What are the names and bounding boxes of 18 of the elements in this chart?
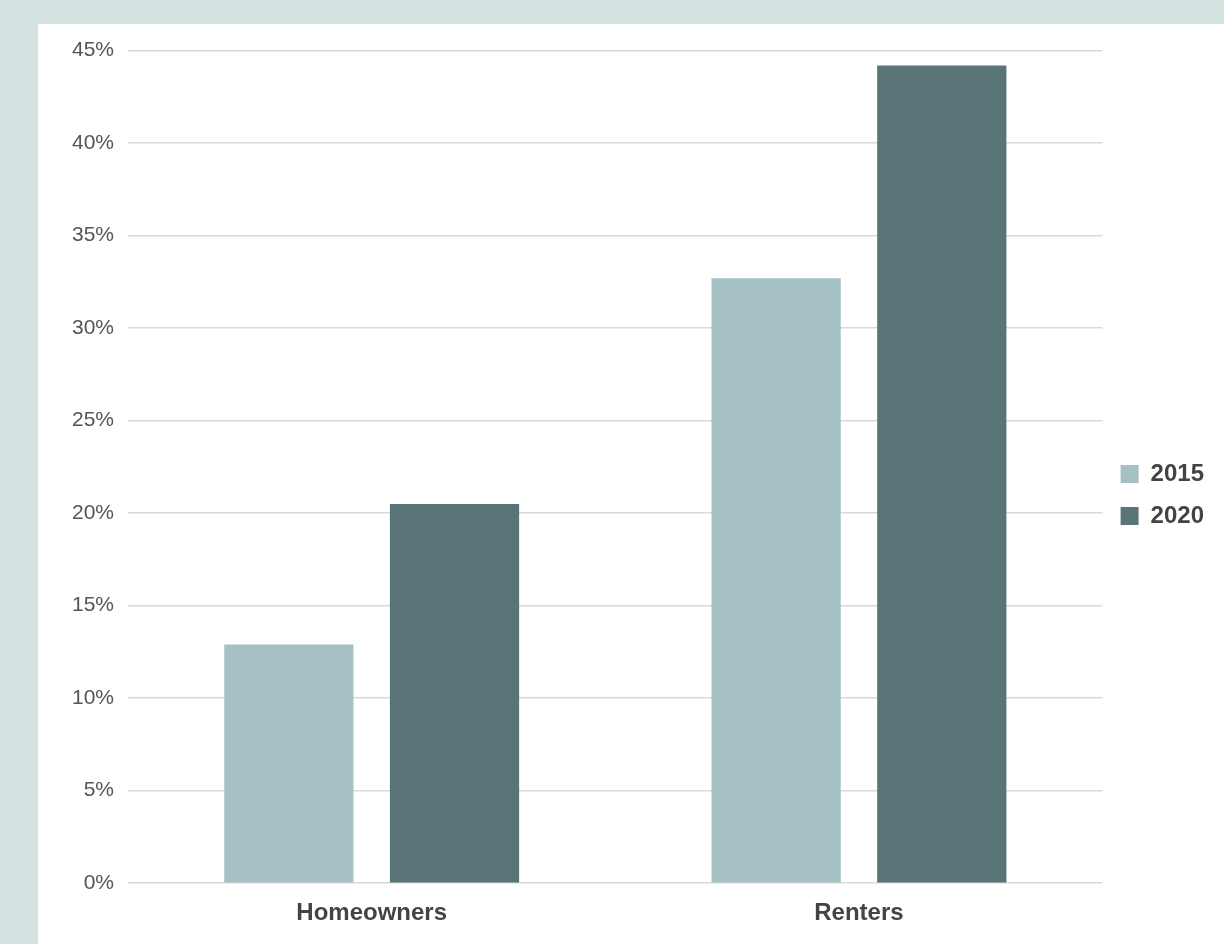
y-tick-label: 0% <box>83 870 115 893</box>
y-tick-label: 40% <box>72 129 115 153</box>
y-tick-label: 5% <box>83 777 115 801</box>
y-tick-label: 45% <box>72 37 115 61</box>
y-tick-label: 30% <box>72 314 115 338</box>
bar <box>224 644 354 883</box>
y-tick-label: 10% <box>72 684 115 708</box>
y-tick-label: 35% <box>72 222 115 246</box>
y-tick-label: 25% <box>72 407 115 431</box>
x-tick-label: Renters <box>814 898 904 926</box>
bar <box>877 65 1007 883</box>
y-tick-label: 15% <box>72 592 115 616</box>
bar <box>389 503 520 883</box>
legend-label: 2015 <box>1150 458 1204 486</box>
legend-label: 2020 <box>1150 500 1204 528</box>
bar <box>711 278 841 883</box>
y-tick-label: 20% <box>72 499 115 523</box>
x-tick-label: Homeowners <box>296 898 448 926</box>
